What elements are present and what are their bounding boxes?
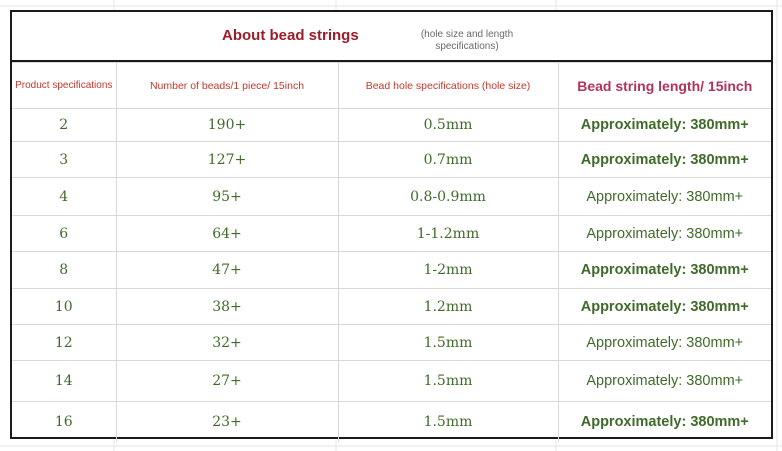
cell-hole: 1-2mm <box>337 251 559 289</box>
cell-beads: 27+ <box>115 360 339 402</box>
table-subtitle: (hole size and length specifications) <box>420 29 514 52</box>
cell-beads: 190+ <box>115 108 339 142</box>
header-product-spec: Product specifications <box>12 62 117 109</box>
cell-length: Approximately: 380mm+ <box>557 401 771 442</box>
cell-beads: 38+ <box>115 288 339 325</box>
cell-length: Approximately: 380mm+ <box>557 108 771 142</box>
cell-beads: 95+ <box>115 177 339 216</box>
title-row: About bead strings (hole size and length… <box>12 12 771 62</box>
cell-hole: 0.5mm <box>337 108 559 142</box>
cell-spec: 6 <box>12 215 117 252</box>
cell-hole: 1.5mm <box>337 324 559 361</box>
cell-beads: 127+ <box>115 141 339 178</box>
cell-hole: 0.8-0.9mm <box>337 177 559 216</box>
cell-length: Approximately: 380mm+ <box>557 177 771 216</box>
cell-spec: 12 <box>12 324 117 361</box>
cell-length: Approximately: 380mm+ <box>557 360 771 402</box>
cell-length: Approximately: 380mm+ <box>557 141 771 178</box>
spec-table: Product specifications Number of beads/1… <box>12 62 771 442</box>
table-row: 6 64+ 1-1.2mm Approximately: 380mm+ <box>12 215 771 252</box>
cell-hole: 1.2mm <box>337 288 559 325</box>
cell-beads: 32+ <box>115 324 339 361</box>
cell-spec: 4 <box>12 177 117 216</box>
cell-spec: 2 <box>12 108 117 142</box>
table-row: 14 27+ 1.5mm Approximately: 380mm+ <box>12 360 771 402</box>
cell-spec: 10 <box>12 288 117 325</box>
cell-hole: 0.7mm <box>337 141 559 178</box>
cell-length: Approximately: 380mm+ <box>557 251 771 289</box>
table-row: 2 190+ 0.5mm Approximately: 380mm+ <box>12 108 771 142</box>
cell-beads: 47+ <box>115 251 339 289</box>
header-string-length: Bead string length/ 15inch <box>557 62 771 109</box>
table-title: About bead strings <box>222 27 359 44</box>
header-row: Product specifications Number of beads/1… <box>12 62 771 109</box>
cell-spec: 14 <box>12 360 117 402</box>
cell-length: Approximately: 380mm+ <box>557 215 771 252</box>
table-row: 16 23+ 1.5mm Approximately: 380mm+ <box>12 401 771 442</box>
cell-spec: 8 <box>12 251 117 289</box>
cell-spec: 16 <box>12 401 117 442</box>
table-row: 3 127+ 0.7mm Approximately: 380mm+ <box>12 141 771 178</box>
cell-beads: 64+ <box>115 215 339 252</box>
table-row: 8 47+ 1-2mm Approximately: 380mm+ <box>12 251 771 289</box>
cell-hole: 1.5mm <box>337 401 559 442</box>
table-row: 4 95+ 0.8-0.9mm Approximately: 380mm+ <box>12 177 771 216</box>
table-row: 12 32+ 1.5mm Approximately: 380mm+ <box>12 324 771 361</box>
header-hole-size: Bead hole specifications (hole size) <box>337 62 559 109</box>
bead-spec-sheet: About bead strings (hole size and length… <box>10 10 773 442</box>
cell-hole: 1-1.2mm <box>337 215 559 252</box>
cell-length: Approximately: 380mm+ <box>557 288 771 325</box>
table-row: 10 38+ 1.2mm Approximately: 380mm+ <box>12 288 771 325</box>
header-bead-count: Number of beads/1 piece/ 15inch <box>115 62 339 109</box>
cell-length: Approximately: 380mm+ <box>557 324 771 361</box>
cell-spec: 3 <box>12 141 117 178</box>
cell-hole: 1.5mm <box>337 360 559 402</box>
cell-beads: 23+ <box>115 401 339 442</box>
